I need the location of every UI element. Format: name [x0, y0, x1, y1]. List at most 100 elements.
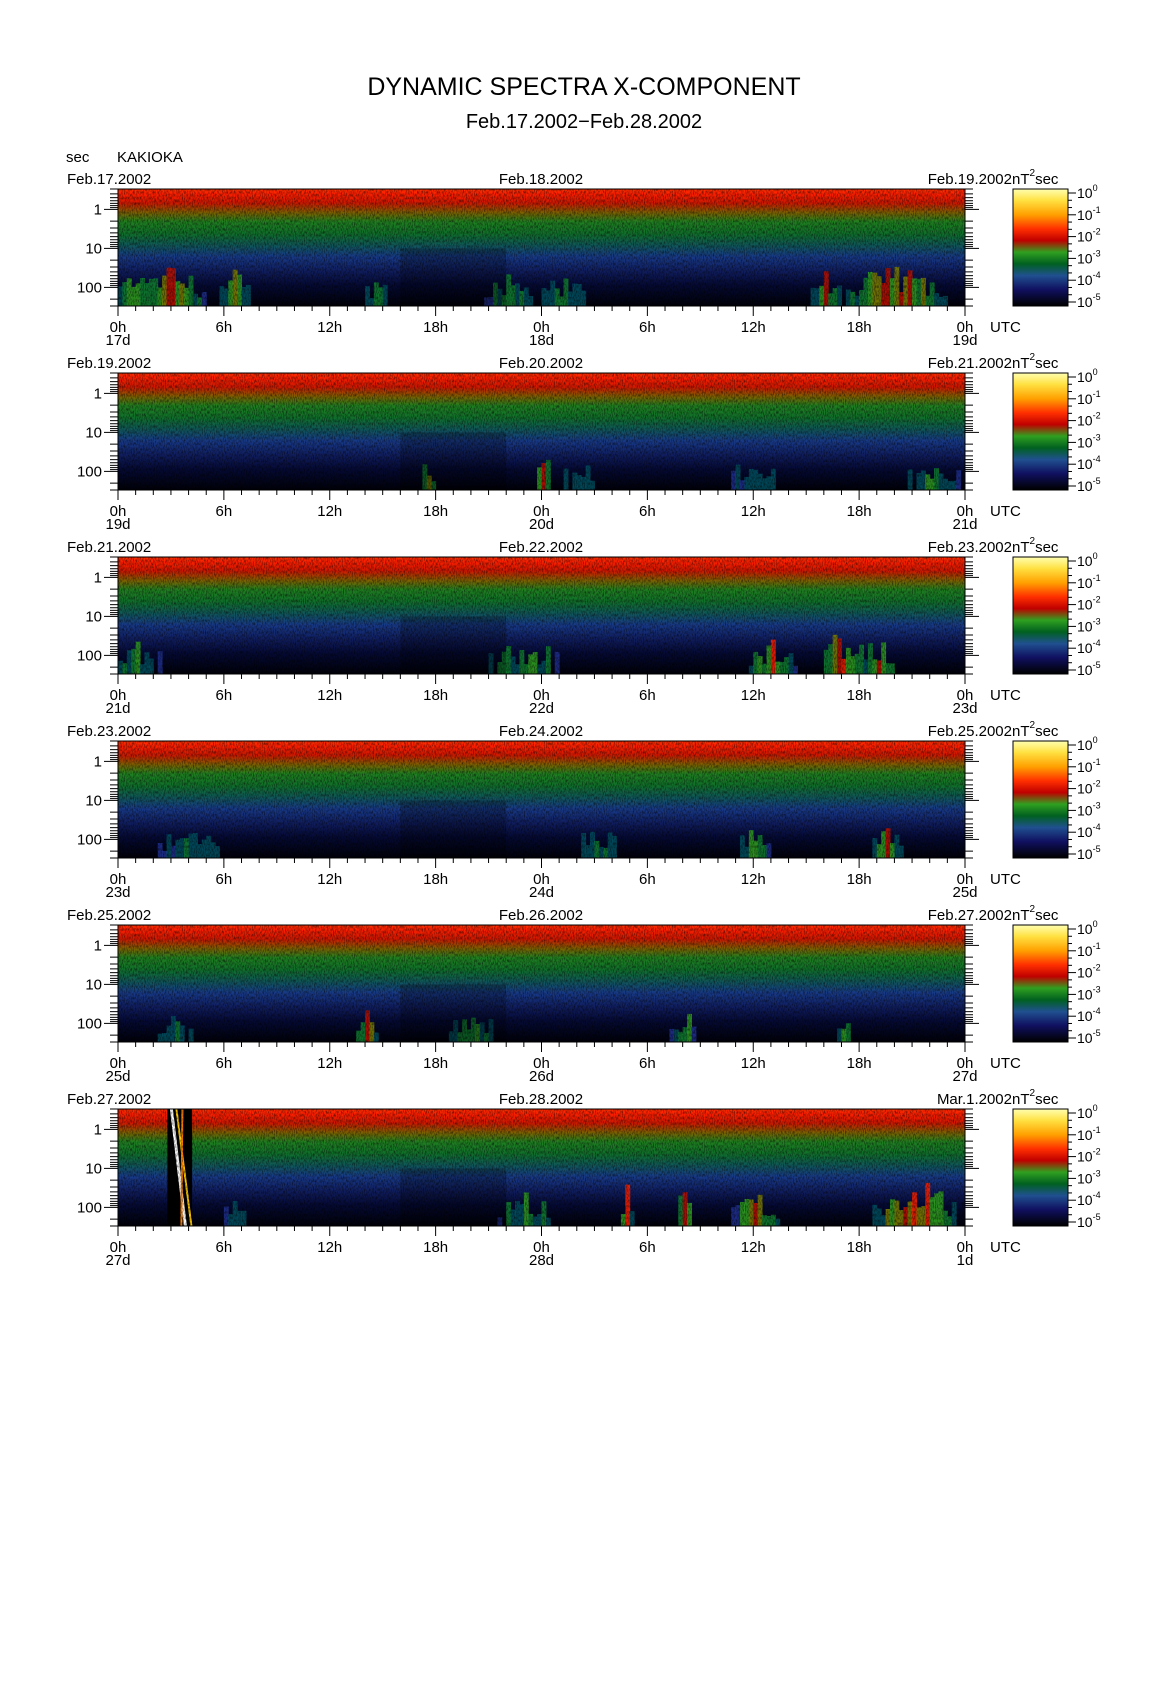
x-tick-label: 18h [423, 1055, 448, 1072]
x-tick-label: 0h [110, 1055, 127, 1072]
colorbar-gradient [1012, 924, 1069, 1043]
x-day-label: 26d [529, 1068, 554, 1085]
x-tick-label: 12h [317, 871, 342, 888]
colorbar-tick-label: 10-3 [1077, 984, 1101, 1002]
colorbar-tick-label: 10-5 [1077, 1212, 1101, 1230]
spectrogram [118, 925, 965, 1042]
colorbar-tick-label: 10-4 [1077, 454, 1101, 472]
panel-mid-date: Feb.28.2002 [499, 1091, 583, 1108]
x-tick-label: 6h [639, 503, 656, 520]
x-tick-label: 0h [957, 687, 974, 704]
x-tick-label: 0h [957, 1055, 974, 1072]
spectrogram [118, 557, 965, 674]
x-day-label: 28d [529, 1252, 554, 1269]
colorbar-tick-exp: 0 [1093, 735, 1098, 745]
colorbar-tick-label: 10-3 [1077, 616, 1101, 634]
colorbar-tick-exp: -1 [1093, 757, 1101, 767]
colorbar-tick-exp: -4 [1093, 638, 1101, 648]
colorbar-tick-exp: -3 [1093, 432, 1101, 442]
colorbar-gradient [1012, 1108, 1069, 1227]
x-day-label: 17d [105, 332, 130, 349]
y-tick-label: 10 [85, 976, 102, 993]
panel-mid-date: Feb.18.2002 [499, 171, 583, 188]
colorbar-tick-exp: -3 [1093, 1168, 1101, 1178]
colorbar-tick-label: 10-1 [1077, 573, 1101, 591]
x-tick-label: 0h [110, 871, 127, 888]
panel-1: Feb.17.2002 Feb.18.2002 Feb.19.20021101000… [67, 168, 1101, 349]
colorbar-tick-label: 10-2 [1077, 411, 1101, 429]
colorbar-tick-label: 10-1 [1077, 941, 1101, 959]
panel-3: Feb.21.2002 Feb.22.2002 Feb.23.20021101000… [67, 536, 1101, 717]
y-axis: 1 10 100 [77, 924, 979, 1043]
x-tick-label: 18h [847, 1055, 872, 1072]
colorbar-gradient [1012, 188, 1069, 307]
y-tick-label: 10 [85, 792, 102, 809]
x-tick-label: 0h [533, 1055, 550, 1072]
colorbar-unit-exp: 2 [1030, 168, 1036, 179]
x-day-label: 20d [529, 516, 554, 533]
x-tick-label: 12h [317, 1055, 342, 1072]
colorbar-unit-suffix: sec [1035, 907, 1059, 924]
x-day-label: 24d [529, 884, 554, 901]
x-tick-label: 0h [533, 319, 550, 336]
colorbar: nT2sec 100 10-1 10-2 10-3 10-4 10-5 [1012, 720, 1101, 862]
panel-end-date: Feb.19.2002 [928, 171, 1012, 188]
x-tick-label: 0h [110, 503, 127, 520]
y-tick-label: 10 [85, 424, 102, 441]
x-day-label: 1d [957, 1252, 974, 1269]
x-tick-label: 18h [423, 319, 448, 336]
colorbar-tick-label: 10-5 [1077, 660, 1101, 678]
y-axis: 1 10 100 [77, 1108, 979, 1227]
x-tick-label: 12h [741, 871, 766, 888]
colorbar-tick-label: 10-2 [1077, 1147, 1101, 1165]
panel-mid-date: Feb.26.2002 [499, 907, 583, 924]
colorbar: nT2sec 100 10-1 10-2 10-3 10-4 10-5 [1012, 168, 1101, 310]
x-day-label: 18d [529, 332, 554, 349]
colorbar-tick-label: 100 [1077, 183, 1098, 201]
x-tick-label: 18h [847, 503, 872, 520]
x-tick-label: 0h [533, 871, 550, 888]
colorbar-tick-label: 10-1 [1077, 389, 1101, 407]
colorbar-unit-suffix: sec [1035, 539, 1059, 556]
colorbar-unit: nT2sec [1012, 536, 1059, 556]
spectrogram-grain [118, 925, 965, 1042]
x-tick-label: 18h [847, 687, 872, 704]
colorbar-tick-exp: -5 [1093, 1212, 1101, 1222]
panels: Feb.17.2002 Feb.18.2002 Feb.19.20021101000… [67, 168, 1101, 1269]
colorbar-unit: nT2sec [1012, 352, 1059, 372]
panel-2: Feb.19.2002 Feb.20.2002 Feb.21.20021101000… [67, 352, 1101, 533]
colorbar-unit-suffix: sec [1035, 723, 1059, 740]
x-tick-label: 0h [533, 687, 550, 704]
x-tick-label: 6h [216, 1239, 233, 1256]
panel-6: Feb.27.2002 Feb.28.2002 Mar.1.2002 1 10 100 0h… [67, 1088, 1101, 1269]
y-axis: 1 10 100 [77, 372, 979, 491]
colorbar-tick-label: 100 [1077, 919, 1098, 937]
utc-label: UTC [990, 871, 1021, 888]
y-tick-label: 100 [77, 647, 102, 664]
colorbar-tick-exp: -5 [1093, 660, 1101, 670]
x-day-label: 19d [105, 516, 130, 533]
panel-end-date: Feb.25.2002 [928, 723, 1012, 740]
y-tick-label: 100 [77, 1015, 102, 1032]
colorbar-tick-exp: -1 [1093, 205, 1101, 215]
colorbar-tick-exp: -2 [1093, 411, 1101, 421]
colorbar-tick-exp: -2 [1093, 227, 1101, 237]
y-unit-label: sec [66, 149, 90, 166]
panel-5: Feb.25.2002 Feb.26.2002 Feb.27.20021101000… [67, 904, 1101, 1085]
colorbar-tick-exp: -1 [1093, 941, 1101, 951]
x-tick-label: 6h [639, 871, 656, 888]
x-day-label: 21d [952, 516, 977, 533]
colorbar-tick-label: 10-3 [1077, 800, 1101, 818]
colorbar-tick-exp: -5 [1093, 1028, 1101, 1038]
colorbar-gradient [1012, 740, 1069, 859]
colorbar-tick-label: 10-1 [1077, 205, 1101, 223]
spectrogram-grain [118, 741, 965, 858]
utc-label: UTC [990, 1055, 1021, 1072]
colorbar-unit-exp: 2 [1030, 720, 1036, 731]
y-tick-label: 100 [77, 279, 102, 296]
colorbar: nT2sec 100 10-1 10-2 10-3 10-4 10-5 [1012, 536, 1101, 678]
colorbar-tick-exp: -3 [1093, 984, 1101, 994]
